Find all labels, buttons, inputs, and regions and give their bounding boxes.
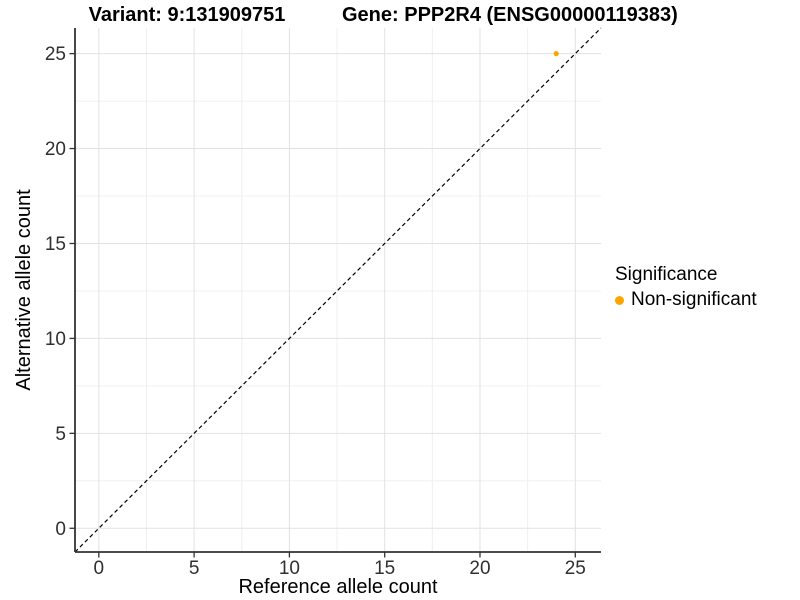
legend-title: Significance bbox=[615, 264, 718, 285]
x-tick-label: 0 bbox=[94, 558, 105, 579]
x-tick-label: 5 bbox=[189, 558, 200, 579]
legend-item-label: Non-significant bbox=[631, 289, 757, 310]
data-point bbox=[553, 51, 559, 57]
y-tick-label: 20 bbox=[45, 139, 66, 160]
x-tick-label: 25 bbox=[565, 558, 586, 579]
y-tick-label: 5 bbox=[55, 424, 66, 445]
legend: Significance Non-significant bbox=[615, 264, 795, 311]
legend-item-non-significant: Non-significant bbox=[615, 289, 795, 311]
variant-title: Variant: 9:131909751 bbox=[88, 4, 286, 26]
gene-title: Gene: PPP2R4 (ENSG00000119383) bbox=[342, 4, 678, 26]
identity-line bbox=[74, 27, 602, 553]
y-tick-label: 15 bbox=[45, 234, 66, 255]
x-axis-title: Reference allele count bbox=[238, 576, 437, 598]
non-significant-dot-icon bbox=[615, 295, 624, 305]
y-tick-label: 0 bbox=[55, 519, 66, 540]
x-tick-label: 15 bbox=[374, 558, 395, 579]
y-tick-label: 25 bbox=[45, 44, 66, 65]
x-tick-label: 20 bbox=[469, 558, 490, 579]
y-tick-label: 10 bbox=[45, 329, 66, 350]
y-axis-title: Alternative allele count bbox=[13, 189, 35, 391]
x-tick-label: 10 bbox=[279, 558, 300, 579]
